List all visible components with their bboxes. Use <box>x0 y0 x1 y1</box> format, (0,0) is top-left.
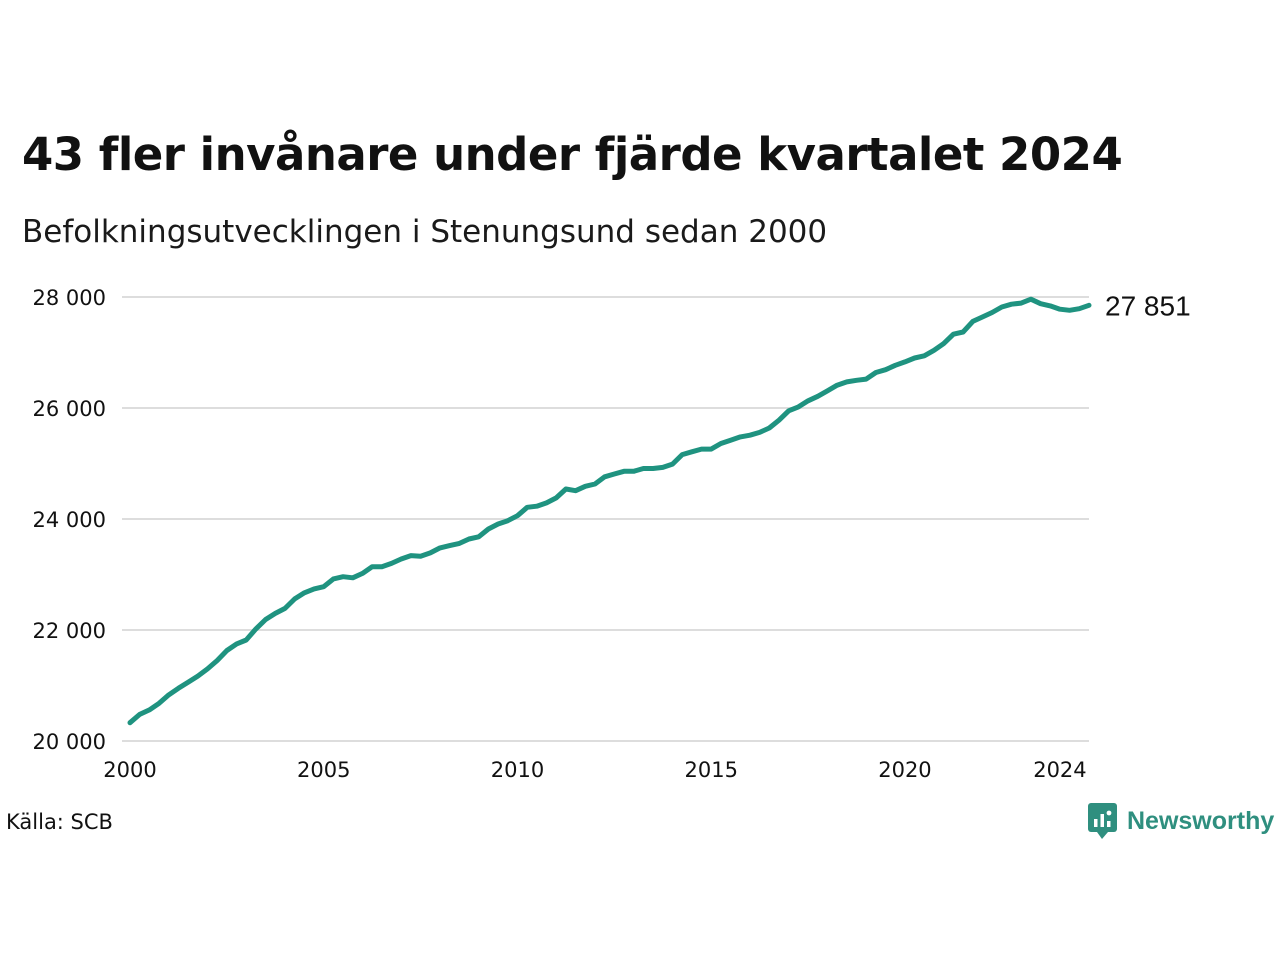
bar-chart-speech-bubble-icon <box>1088 803 1117 839</box>
y-axis-ticks: 20 000 22 000 24 000 26 000 28 000 <box>33 286 106 754</box>
brand-name: Newsworthy <box>1127 807 1275 835</box>
x-tick-label: 2005 <box>297 758 350 782</box>
x-tick-label: 2024 <box>1033 758 1086 782</box>
end-value-label: 27 851 <box>1105 290 1191 321</box>
x-tick-label: 2015 <box>684 758 737 782</box>
x-tick-label: 2010 <box>491 758 544 782</box>
y-tick-label: 26 000 <box>33 397 106 421</box>
gridlines <box>122 296 1089 742</box>
brand-logo: Newsworthy <box>1088 803 1274 840</box>
y-tick-label: 20 000 <box>33 730 106 754</box>
x-tick-label: 2000 <box>103 758 156 782</box>
chart-title: 43 fler invånare under fjärde kvartalet … <box>22 128 1123 181</box>
population-line <box>127 296 1092 726</box>
y-tick-label: 22 000 <box>33 619 106 643</box>
y-tick-label: 24 000 <box>33 508 106 532</box>
source-note: Källa: SCB <box>6 810 113 834</box>
x-axis-ticks: 2000 2005 2010 2015 2020 2024 <box>103 758 1086 782</box>
y-tick-label: 28 000 <box>33 286 106 310</box>
chart-subtitle: Befolkningsutvecklingen i Stenungsund se… <box>22 214 828 250</box>
x-tick-label: 2020 <box>878 758 931 782</box>
